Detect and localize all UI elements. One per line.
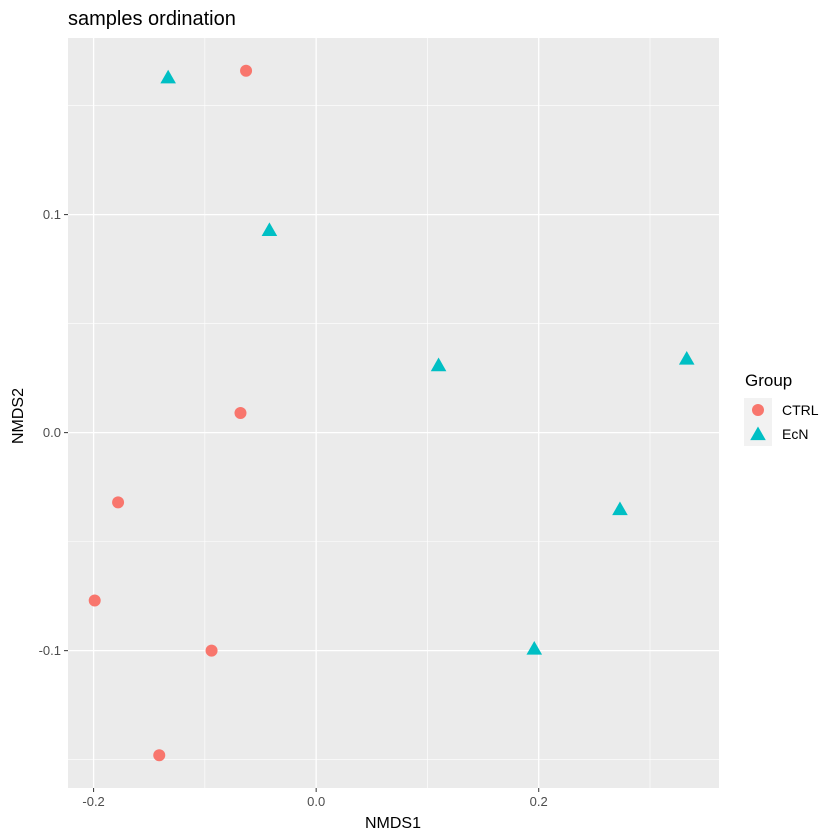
point-ctrl	[240, 64, 253, 77]
point-ctrl	[234, 407, 247, 419]
legend-label-ctrl: CTRL	[782, 402, 819, 418]
y-tick-label: -0.1	[39, 643, 61, 658]
x-tick-label: 0.2	[530, 794, 548, 809]
point-ctrl	[153, 749, 166, 762]
legend-key-ecn	[750, 426, 766, 441]
plot-panel	[68, 38, 719, 788]
legend-label-ecn: EcN	[782, 426, 808, 442]
point-ecn	[678, 351, 695, 365]
point-ctrl	[205, 644, 218, 657]
x-tick-label: -0.2	[82, 794, 104, 809]
y-tick-label: 0.1	[43, 207, 61, 222]
point-ecn	[526, 640, 543, 655]
point-ecn	[430, 357, 447, 372]
point-ctrl	[112, 496, 125, 509]
point-ctrl	[88, 594, 101, 607]
x-tick-label: 0.0	[307, 794, 325, 809]
point-ecn	[160, 69, 176, 84]
point-ecn	[261, 222, 278, 237]
chart-title: samples ordination	[68, 8, 236, 30]
axis-ticks: -0.2 0.0 0.2 -0.1 0.0 0.1	[39, 207, 548, 809]
legend-key-ctrl	[752, 404, 764, 416]
point-ecn	[612, 501, 628, 516]
y-tick-label: 0.0	[43, 425, 61, 440]
data-points	[88, 64, 695, 762]
minor-gridlines	[68, 38, 719, 788]
x-axis-title: NMDS1	[365, 815, 421, 832]
legend: Group CTRL EcN	[744, 371, 819, 446]
y-axis-title: NMDS2	[10, 388, 27, 444]
major-gridlines	[68, 38, 719, 788]
legend-title: Group	[745, 371, 792, 390]
